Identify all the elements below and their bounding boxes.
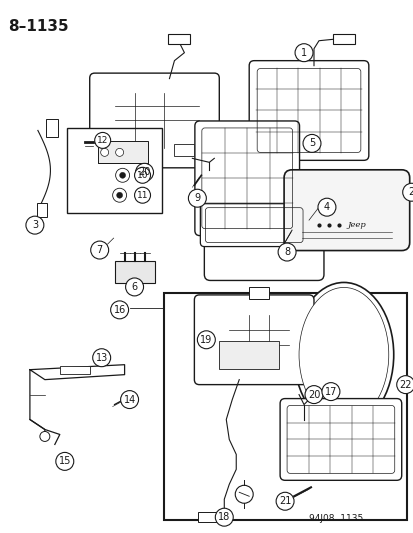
Text: 18: 18 xyxy=(218,512,230,522)
FancyBboxPatch shape xyxy=(280,399,401,480)
FancyBboxPatch shape xyxy=(249,61,368,160)
FancyBboxPatch shape xyxy=(194,295,313,385)
Text: 10: 10 xyxy=(136,171,148,180)
Text: 16: 16 xyxy=(113,305,126,315)
Text: 21: 21 xyxy=(278,496,291,506)
Bar xyxy=(219,341,278,369)
Text: 5: 5 xyxy=(308,139,314,148)
Circle shape xyxy=(302,134,320,152)
Text: 22: 22 xyxy=(399,379,411,390)
Circle shape xyxy=(294,44,312,62)
Bar xyxy=(97,141,147,163)
Circle shape xyxy=(115,148,123,156)
Bar xyxy=(174,144,194,156)
Text: 94J08  1135: 94J08 1135 xyxy=(308,514,362,523)
Circle shape xyxy=(115,168,129,182)
Text: 20: 20 xyxy=(138,167,150,177)
Circle shape xyxy=(321,383,339,401)
Circle shape xyxy=(56,453,74,470)
Circle shape xyxy=(116,192,122,198)
Bar xyxy=(59,366,90,374)
Text: Jeep: Jeep xyxy=(347,221,366,229)
Circle shape xyxy=(197,331,215,349)
Circle shape xyxy=(402,183,413,201)
Bar xyxy=(249,287,268,299)
Circle shape xyxy=(215,508,233,526)
Text: 20: 20 xyxy=(307,390,319,400)
Circle shape xyxy=(120,391,138,409)
Text: 11: 11 xyxy=(136,191,148,200)
Circle shape xyxy=(26,216,44,234)
Circle shape xyxy=(112,188,126,202)
Circle shape xyxy=(317,198,335,216)
Text: 8: 8 xyxy=(283,247,290,257)
Bar xyxy=(198,512,220,522)
Bar xyxy=(46,119,58,138)
Circle shape xyxy=(110,301,128,319)
Circle shape xyxy=(100,148,108,156)
Circle shape xyxy=(135,163,153,181)
Circle shape xyxy=(134,167,150,183)
Text: 8–1135: 8–1135 xyxy=(8,19,69,34)
Circle shape xyxy=(93,349,110,367)
Text: 4: 4 xyxy=(323,202,329,212)
Circle shape xyxy=(304,385,322,403)
Text: 15: 15 xyxy=(59,456,71,466)
Circle shape xyxy=(275,492,293,510)
Bar xyxy=(67,128,161,213)
Text: 17: 17 xyxy=(324,386,336,397)
Circle shape xyxy=(125,278,143,296)
Text: 2: 2 xyxy=(408,187,413,197)
Text: 12: 12 xyxy=(97,136,108,145)
Bar xyxy=(332,34,354,44)
FancyBboxPatch shape xyxy=(195,121,299,236)
FancyBboxPatch shape xyxy=(200,204,307,247)
Circle shape xyxy=(134,187,150,203)
Text: 19: 19 xyxy=(200,335,212,345)
Bar xyxy=(168,34,190,44)
Circle shape xyxy=(119,172,125,178)
FancyBboxPatch shape xyxy=(283,170,409,251)
Ellipse shape xyxy=(293,282,393,427)
Circle shape xyxy=(90,241,108,259)
Text: 7: 7 xyxy=(96,245,102,255)
Text: 1: 1 xyxy=(300,47,306,58)
Text: 3: 3 xyxy=(32,220,38,230)
Ellipse shape xyxy=(298,287,388,422)
Circle shape xyxy=(396,376,413,393)
Text: 14: 14 xyxy=(123,394,135,405)
FancyBboxPatch shape xyxy=(90,73,219,168)
Bar xyxy=(114,261,154,283)
Circle shape xyxy=(95,132,110,148)
Text: 6: 6 xyxy=(131,282,137,292)
Bar xyxy=(37,203,47,217)
Text: 9: 9 xyxy=(194,193,200,203)
Text: 13: 13 xyxy=(95,353,107,363)
FancyBboxPatch shape xyxy=(204,214,323,280)
Circle shape xyxy=(235,486,253,503)
Bar xyxy=(164,293,406,520)
Circle shape xyxy=(278,243,295,261)
Circle shape xyxy=(188,189,206,207)
Circle shape xyxy=(40,432,50,441)
